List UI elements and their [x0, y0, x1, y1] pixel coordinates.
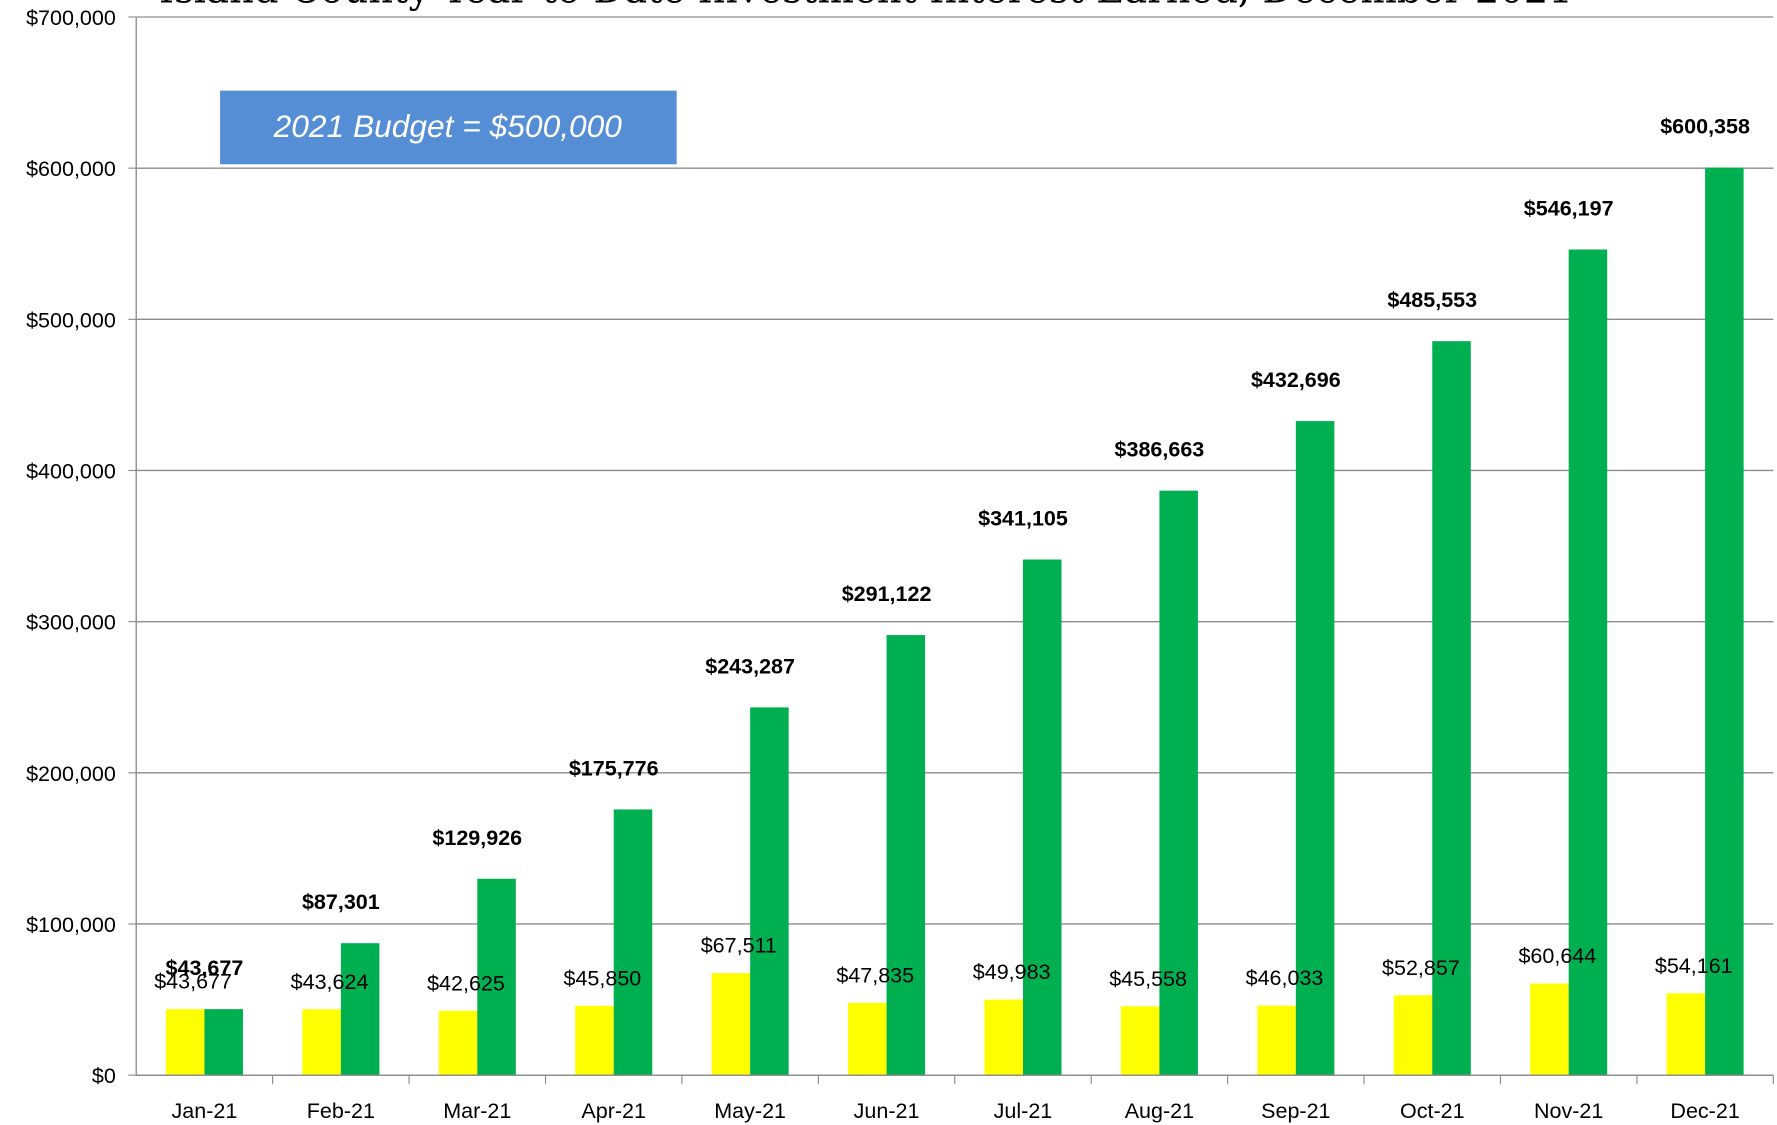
- data-label: $87,301: [302, 890, 380, 914]
- x-tick-label: Jun-21: [854, 1099, 920, 1123]
- data-label: $42,625: [427, 971, 505, 995]
- x-tick-label: Oct-21: [1400, 1099, 1465, 1123]
- y-tick-label: $300,000: [26, 611, 116, 635]
- data-label: $386,663: [1115, 438, 1205, 462]
- data-label: $47,835: [836, 963, 914, 987]
- x-tick-label: Apr-21: [581, 1099, 646, 1123]
- data-label: $243,287: [705, 654, 795, 678]
- y-tick-label: $0: [92, 1064, 116, 1088]
- x-tick-label: Jan-21: [172, 1099, 238, 1123]
- bar: [1432, 341, 1471, 1076]
- x-tick-label: May-21: [714, 1099, 786, 1123]
- bar: [984, 999, 1023, 1076]
- bar: [204, 1009, 243, 1076]
- chart-title: Island County Year-to-Date Investment In…: [159, 0, 1573, 12]
- x-tick-label: Feb-21: [307, 1099, 375, 1123]
- data-label: $46,033: [1246, 966, 1324, 990]
- data-label: $341,105: [978, 507, 1068, 531]
- bar: [1530, 983, 1569, 1076]
- bar: [477, 878, 516, 1076]
- y-tick-label: $500,000: [26, 308, 116, 332]
- data-label: $600,358: [1660, 115, 1750, 139]
- bar: [848, 1002, 887, 1076]
- bar: [1295, 421, 1335, 1076]
- annotation-box: [220, 90, 677, 165]
- bar: [340, 943, 380, 1076]
- bar: [575, 1005, 614, 1076]
- bar: [1159, 490, 1198, 1076]
- data-label: $432,696: [1251, 368, 1341, 392]
- y-tick-label: $100,000: [26, 913, 116, 937]
- x-tick-label: Nov-21: [1534, 1099, 1603, 1123]
- y-tick-label: $700,000: [26, 6, 116, 30]
- bar: [711, 973, 751, 1076]
- bar: [302, 1009, 341, 1076]
- data-label: $49,983: [973, 960, 1051, 984]
- bar: [886, 635, 926, 1076]
- data-label: $43,677: [166, 956, 244, 980]
- data-label: $45,850: [563, 966, 641, 990]
- bar: [1022, 559, 1062, 1076]
- y-tick-label: $600,000: [26, 157, 116, 181]
- data-label: $129,926: [432, 826, 522, 850]
- data-label: $291,122: [842, 582, 932, 606]
- x-tick-label: Jul-21: [994, 1099, 1053, 1123]
- data-label: $54,161: [1655, 954, 1733, 978]
- data-label: $52,857: [1382, 956, 1460, 980]
- bar: [1257, 1005, 1296, 1076]
- data-label: $175,776: [569, 756, 659, 780]
- x-tick-label: Mar-21: [443, 1099, 511, 1123]
- data-label: $43,624: [291, 970, 369, 994]
- bar: [613, 809, 653, 1076]
- bar: [1120, 1006, 1160, 1076]
- y-tick-label: $200,000: [26, 762, 116, 786]
- data-label: $67,511: [701, 934, 777, 958]
- bar: [165, 1009, 205, 1076]
- data-label: $45,558: [1109, 967, 1187, 991]
- annotation: 2021 Budget = $500,000: [273, 108, 623, 144]
- bar: [1666, 993, 1706, 1076]
- data-label: $485,553: [1387, 288, 1477, 312]
- data-label: $43,677: [154, 970, 232, 994]
- bar: [438, 1010, 478, 1076]
- y-tick-label: $400,000: [26, 459, 116, 483]
- bar: [1705, 167, 1744, 1076]
- data-label: $60,644: [1518, 944, 1596, 968]
- data-label: $546,197: [1524, 197, 1614, 221]
- x-tick-label: Dec-21: [1670, 1099, 1739, 1123]
- bar: [1568, 249, 1608, 1076]
- x-tick-label: Sep-21: [1261, 1099, 1330, 1123]
- bar: [750, 707, 789, 1076]
- bar: [1393, 995, 1433, 1076]
- x-tick-label: Aug-21: [1125, 1099, 1194, 1123]
